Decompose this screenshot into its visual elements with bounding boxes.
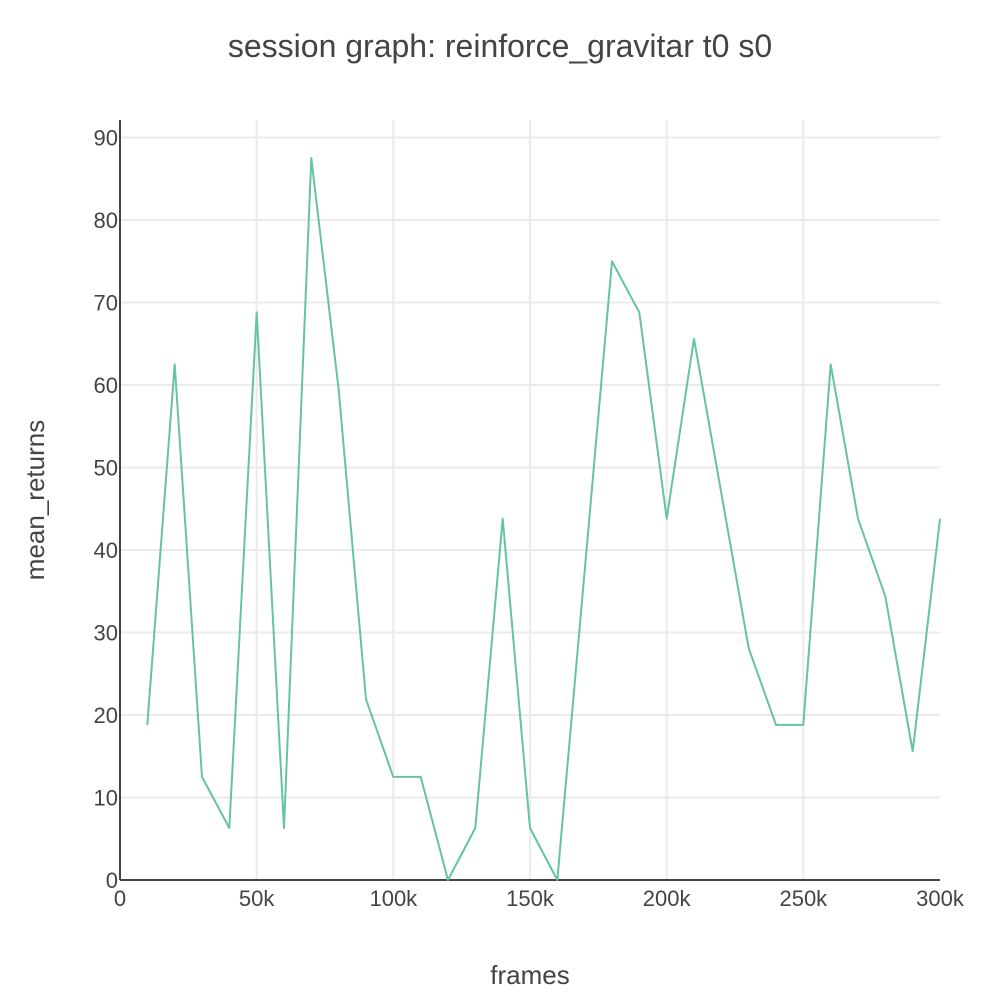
series-lines [146,157,941,881]
x-tick-label: 0 [114,886,126,911]
y-tick-label: 30 [94,621,118,646]
y-tick-label: 0 [106,868,118,893]
tick-labels: 0 10 20 30 40 50 60 70 80 90 0 50k 100k 150k 200k 250k 3… [94,126,965,912]
y-tick-label: 40 [94,538,118,563]
y-tick-label: 80 [94,208,118,233]
axes [119,120,940,881]
y-tick-label: 10 [94,786,118,811]
chart-title: session graph: reinforce_gravitar t0 s0 [227,28,773,64]
y-tick-label: 50 [94,456,118,481]
x-tick-label: 250k [779,886,828,911]
x-axis-title: frames [490,960,569,990]
x-tick-label: 50k [239,886,275,911]
x-tick-label: 150k [506,886,555,911]
y-tick-label: 90 [94,126,118,151]
y-tick-label: 60 [94,373,118,398]
x-tick-label: 100k [369,886,418,911]
y-tick-label: 70 [94,291,118,316]
y-axis-title: mean_returns [20,420,50,580]
y-tick-label: 20 [94,703,118,728]
grid-lines [120,120,940,880]
x-tick-label: 300k [916,886,965,911]
x-tick-label: 200k [643,886,692,911]
series-line [146,157,941,881]
